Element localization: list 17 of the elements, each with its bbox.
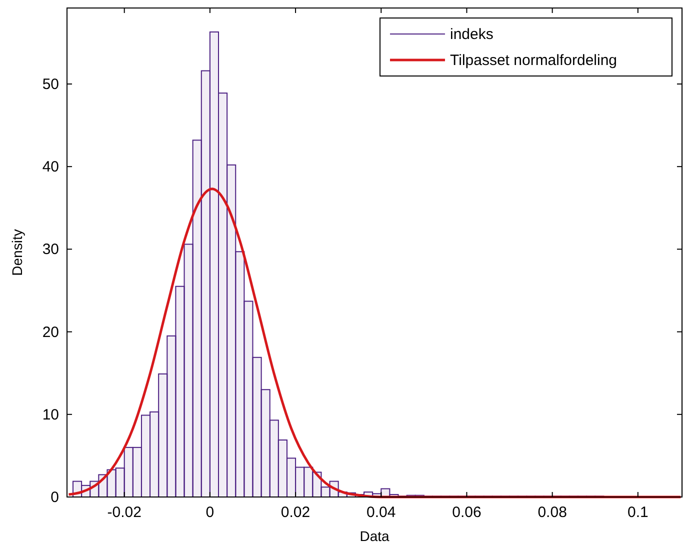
x-tick-label: 0.02 (280, 504, 310, 521)
y-axis-title: Density (9, 229, 25, 276)
x-tick-label: -0.02 (107, 504, 142, 521)
y-tick-label: 50 (42, 76, 59, 93)
x-tick-label: 0.1 (627, 504, 648, 521)
y-tick-label: 40 (42, 158, 59, 176)
x-tick-label: 0.08 (538, 504, 567, 521)
x-axis-title: Data (360, 528, 390, 544)
x-tick-label: 0 (206, 504, 214, 521)
x-tick-label: 0.06 (452, 504, 482, 521)
y-tick-label: 20 (42, 324, 59, 341)
legend-label: indeks (450, 26, 494, 43)
legend-label: Tilpasset normalfordeling (450, 52, 618, 69)
y-tick-label: 10 (42, 406, 59, 424)
y-tick-label: 30 (42, 241, 59, 258)
x-tick-label: 0.04 (366, 504, 396, 521)
y-tick-label: 0 (50, 489, 59, 506)
